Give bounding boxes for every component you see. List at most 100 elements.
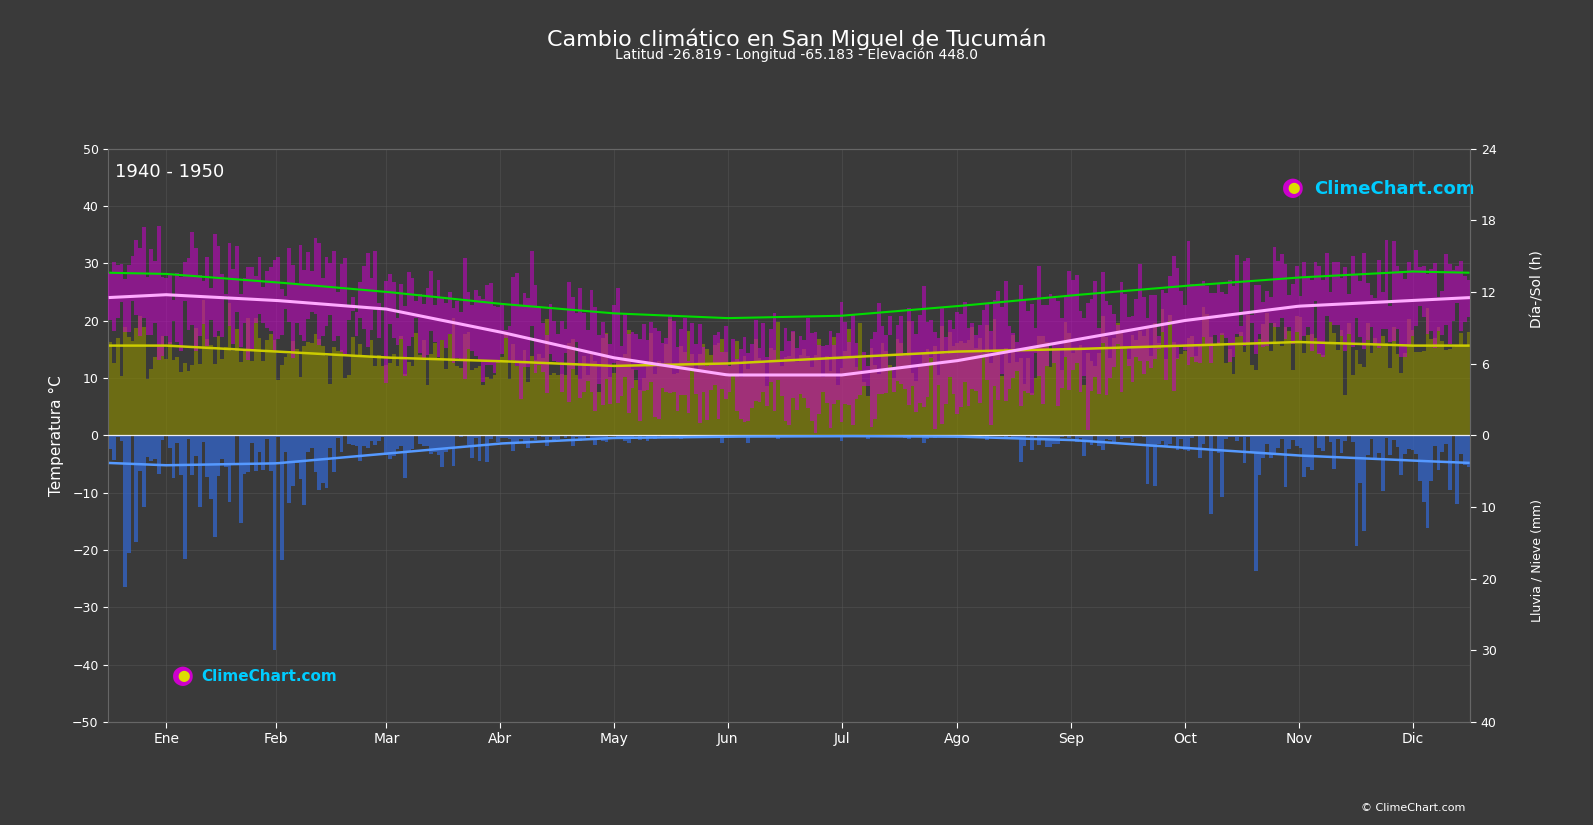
Bar (981, 352, 984, 436)
Bar (900, 436, 903, 437)
Bar (817, 345, 820, 414)
Bar (403, 305, 406, 375)
Bar (400, 284, 403, 339)
Bar (545, 436, 548, 446)
Bar (933, 332, 937, 429)
Bar (712, 335, 717, 384)
Bar (1000, 307, 1004, 374)
Bar (1456, 266, 1459, 304)
Bar (1145, 436, 1150, 484)
Bar (470, 370, 475, 436)
Text: ⬤: ⬤ (1287, 183, 1300, 194)
Bar (186, 371, 191, 436)
Bar (1190, 285, 1195, 357)
Bar (1026, 311, 1031, 393)
Bar (1142, 436, 1145, 437)
Bar (609, 377, 612, 436)
Bar (628, 436, 631, 443)
Bar (1042, 436, 1045, 438)
Bar (1415, 436, 1418, 454)
Bar (873, 365, 878, 436)
Bar (672, 321, 675, 393)
Bar (142, 436, 145, 507)
Bar (511, 344, 515, 436)
Bar (306, 252, 309, 319)
Bar (725, 352, 728, 436)
Bar (333, 347, 336, 436)
Bar (1082, 318, 1086, 376)
Bar (242, 351, 247, 436)
Bar (456, 300, 459, 357)
Bar (765, 386, 769, 436)
Bar (217, 436, 220, 476)
Bar (806, 356, 809, 436)
Bar (564, 436, 567, 438)
Bar (926, 436, 929, 440)
Bar (150, 436, 153, 460)
Bar (1407, 436, 1411, 450)
Bar (828, 331, 832, 428)
Bar (1239, 326, 1243, 336)
Bar (1354, 436, 1359, 546)
Bar (825, 345, 828, 403)
Bar (967, 340, 970, 436)
Bar (639, 390, 642, 436)
Bar (358, 282, 362, 318)
Bar (1220, 436, 1223, 497)
Bar (739, 436, 742, 437)
Bar (519, 436, 523, 439)
Bar (679, 346, 683, 436)
Bar (1262, 436, 1265, 458)
Bar (1348, 323, 1351, 436)
Bar (817, 436, 820, 437)
Bar (758, 358, 761, 436)
Bar (1179, 355, 1184, 436)
Bar (940, 327, 945, 436)
Bar (1303, 436, 1306, 477)
Bar (392, 282, 395, 337)
Bar (411, 436, 414, 450)
Bar (914, 381, 918, 436)
Bar (486, 377, 489, 436)
Bar (922, 354, 926, 436)
Bar (328, 263, 333, 315)
Bar (1235, 255, 1239, 334)
Bar (295, 284, 298, 323)
Bar (1426, 436, 1429, 528)
Bar (973, 347, 978, 436)
Bar (515, 365, 519, 436)
Bar (597, 436, 601, 438)
Bar (287, 248, 292, 322)
Bar (895, 325, 900, 381)
Bar (605, 436, 609, 442)
Bar (1407, 262, 1411, 345)
Bar (264, 436, 269, 439)
Bar (1445, 351, 1448, 436)
Text: Día-/Sol (h): Día-/Sol (h) (1531, 250, 1544, 328)
Bar (489, 436, 492, 440)
Bar (1206, 314, 1209, 436)
Bar (1104, 300, 1109, 395)
Bar (486, 285, 489, 365)
Bar (1298, 436, 1303, 448)
Text: ClimeChart.com: ClimeChart.com (201, 668, 336, 683)
Bar (1026, 358, 1031, 436)
Bar (384, 436, 389, 455)
Bar (1395, 266, 1399, 328)
Bar (250, 436, 253, 443)
Bar (1343, 436, 1348, 441)
Bar (486, 436, 489, 462)
Bar (542, 358, 545, 436)
Bar (787, 356, 792, 436)
Bar (575, 314, 578, 342)
Bar (1429, 436, 1434, 481)
Bar (739, 349, 742, 419)
Bar (108, 342, 112, 436)
Bar (1309, 280, 1314, 351)
Bar (328, 436, 333, 448)
Bar (339, 436, 344, 452)
Bar (620, 360, 623, 436)
Bar (683, 352, 687, 436)
Bar (1056, 436, 1059, 444)
Bar (440, 298, 444, 340)
